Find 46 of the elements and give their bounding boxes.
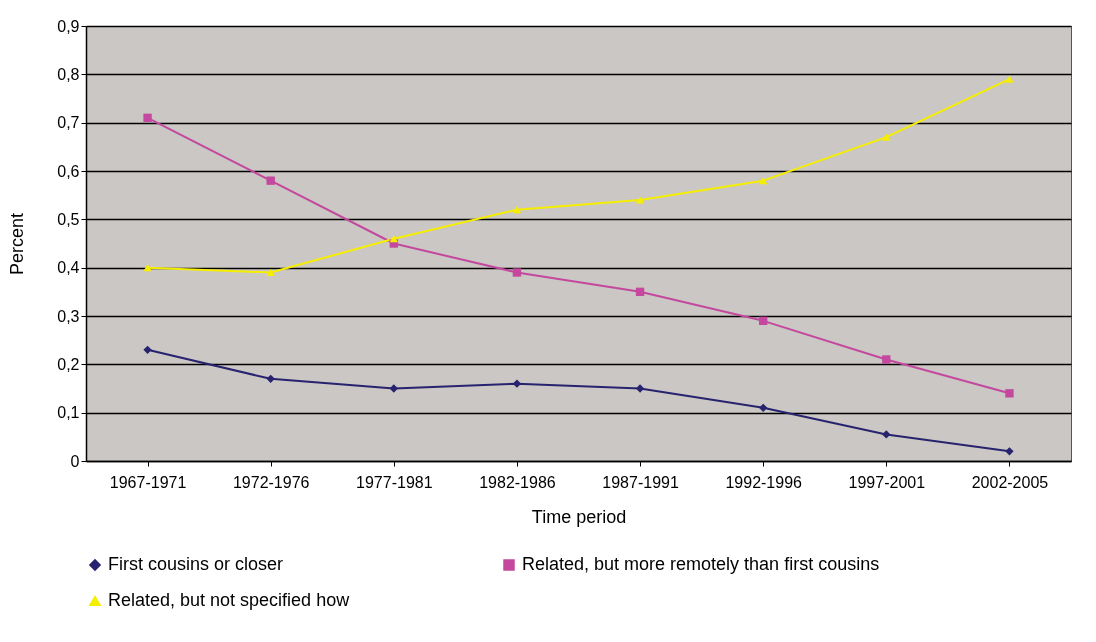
point [266,268,275,277]
x-tick-label: 1982-1986 [479,473,556,491]
point [512,206,522,214]
point [635,287,645,297]
y-tick-label: 0,5 [57,210,80,228]
point [143,113,152,123]
legend-label: First cousins or closer [108,554,284,574]
y-tick-label: 0,6 [57,162,80,180]
x-tick-label: 1972-1976 [232,473,310,491]
y-tick-label: 0,9 [57,17,80,35]
point [266,176,275,185]
y-tick-label: 0,7 [57,114,80,132]
point [512,268,522,277]
x-tick-label: 1987-1991 [602,473,679,491]
point [389,384,398,393]
legend-label: Related, but not specified how [108,590,351,610]
y-tick-label: 0 [70,452,80,470]
point [1005,447,1014,456]
x-tick-label: 1977-1981 [356,473,433,491]
legend-label: Related, but more remotely than first cousins [522,554,880,574]
x-tick-label: 1997-2001 [848,473,926,491]
y-tick-label: 0,8 [57,65,80,83]
x-axis-title: Time period [531,506,627,527]
y-tick-label: 0,3 [57,307,80,325]
point [1005,389,1014,398]
y-tick-label: 0,2 [57,355,80,373]
x-tick-label: 1967-1971 [109,473,187,491]
y-tick-label: 0,1 [57,404,80,422]
point [1005,75,1014,83]
y-axis-title: Percent [7,212,28,276]
point [882,355,891,364]
point [266,374,275,384]
point [759,403,768,413]
point [389,235,398,243]
point [882,133,891,141]
point [512,379,522,388]
point [143,345,152,355]
point [759,316,768,326]
point [635,196,645,204]
point [635,384,645,393]
point [759,177,768,185]
point [882,430,891,439]
point [143,264,152,272]
x-tick-label: 1992-1996 [725,473,803,491]
x-tick-label: 2002-2005 [971,473,1049,491]
y-tick-label: 0,4 [57,259,80,277]
